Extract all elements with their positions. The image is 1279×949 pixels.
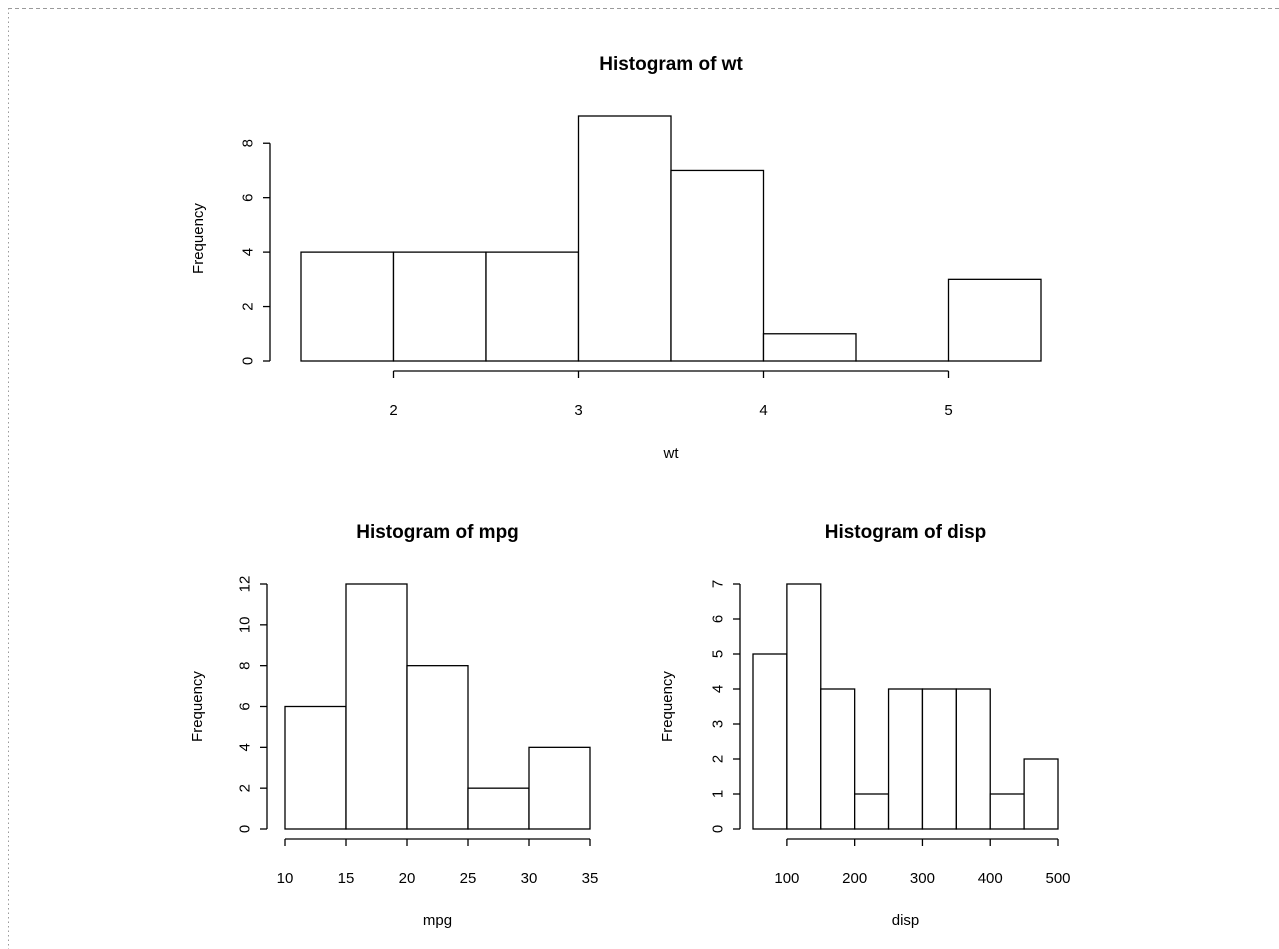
x-tick-label: 4 (759, 402, 767, 419)
x-tick-label: 10 (277, 870, 294, 887)
y-tick-label: 4 (237, 743, 254, 751)
histogram-bar (752, 653, 788, 830)
chart-title: Histogram of mpg (356, 522, 519, 543)
y-tick-label: 8 (240, 139, 257, 147)
histogram-bar (947, 278, 1042, 362)
x-tick-label: 100 (774, 870, 799, 887)
histogram-bar (485, 251, 580, 362)
x-tick-label: 500 (1045, 870, 1070, 887)
y-axis-label: Frequency (659, 671, 676, 742)
y-tick-label: 7 (710, 580, 727, 588)
histogram-bar (921, 688, 957, 830)
x-tick-label: 25 (460, 870, 477, 887)
histogram-bar (1023, 758, 1059, 830)
x-axis-label: wt (663, 445, 680, 462)
y-tick-label: 2 (710, 755, 727, 763)
histogram-bar (577, 115, 672, 362)
y-tick-label: 5 (710, 650, 727, 658)
x-axis-label: mpg (423, 912, 452, 929)
y-tick-label: 0 (710, 825, 727, 833)
histogram-bar (406, 665, 469, 830)
x-tick-label: 400 (978, 870, 1003, 887)
x-tick-label: 200 (842, 870, 867, 887)
histogram-bar (528, 746, 591, 830)
x-tick-label: 300 (910, 870, 935, 887)
histogram-bar (284, 705, 347, 830)
x-tick-label: 35 (582, 870, 599, 887)
x-tick-label: 5 (944, 402, 952, 419)
y-tick-label: 6 (240, 193, 257, 201)
y-tick-label: 10 (237, 616, 254, 633)
x-tick-label: 15 (338, 870, 355, 887)
y-tick-label: 0 (237, 825, 254, 833)
y-tick-label: 8 (237, 661, 254, 669)
y-tick-label: 2 (240, 302, 257, 310)
histogram-bar (887, 688, 924, 830)
chart-title: Histogram of wt (599, 54, 743, 75)
histogram-disp: Histogram of disp 0 1 2 3 4 5 6 7 100 200 300 400 5… (659, 522, 1071, 929)
histogram-bar (300, 251, 395, 362)
y-tick-label: 2 (237, 784, 254, 792)
y-tick-label: 0 (240, 357, 257, 365)
y-tick-label: 3 (710, 720, 727, 728)
y-axis-label: Frequency (190, 203, 207, 274)
chart-title: Histogram of disp (825, 522, 987, 543)
histogram-bar (762, 333, 857, 362)
x-tick-label: 20 (399, 870, 416, 887)
histogram-bar (854, 793, 890, 830)
x-tick-label: 3 (574, 402, 582, 419)
histogram-bar (467, 787, 530, 830)
y-tick-label: 4 (710, 685, 727, 693)
x-axis-label: disp (892, 912, 920, 929)
histogram-bar (955, 688, 991, 830)
y-tick-label: 6 (237, 702, 254, 710)
x-tick-label: 30 (521, 870, 538, 887)
x-tick-label: 2 (389, 402, 397, 419)
histogram-wt: Histogram of wt 0 2 4 6 8 2 3 4 5 wt Frequency (190, 54, 1042, 462)
y-tick-label: 1 (710, 790, 727, 798)
y-tick-label: 12 (237, 576, 254, 593)
histogram-bar (670, 169, 765, 362)
histogram-bar (392, 251, 487, 362)
histogram-bar (345, 583, 408, 830)
y-axis-label: Frequency (189, 671, 206, 742)
y-tick-label: 4 (240, 248, 257, 256)
histogram-bar (989, 793, 1025, 830)
histogram-bar (786, 583, 822, 830)
y-tick-label: 6 (710, 615, 727, 623)
histogram-bar (820, 688, 856, 830)
